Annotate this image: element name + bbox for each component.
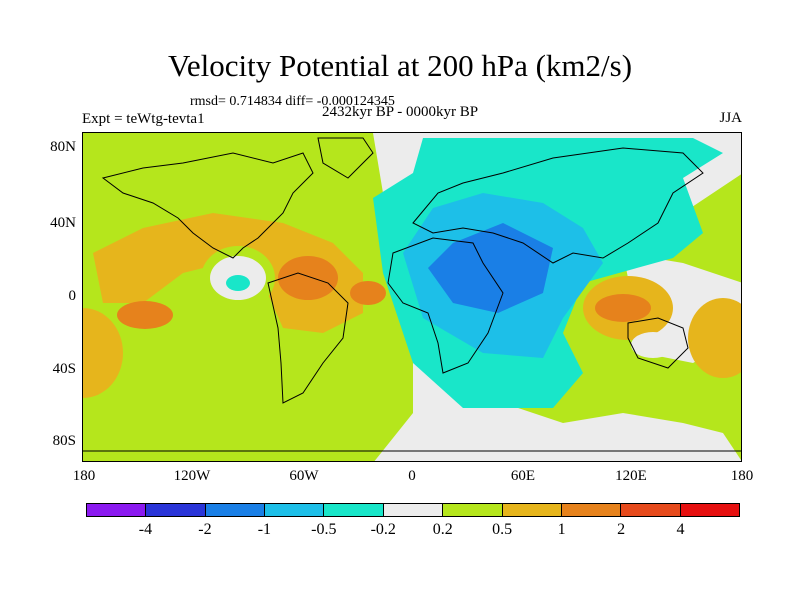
coast-south-america	[267, 272, 349, 404]
colorbar-label: 1	[557, 521, 566, 538]
lon-label-120e: 120E	[615, 468, 647, 484]
australia-zero-region	[631, 332, 675, 358]
coast-australia	[627, 317, 689, 369]
colorbar-label: 4	[676, 521, 685, 538]
map-panel	[82, 132, 742, 462]
colorbar-swatch	[87, 504, 147, 516]
lon-label-180w: 180	[72, 468, 96, 484]
colorbar-label: -0.5	[311, 521, 337, 538]
colorbar-swatch	[146, 504, 206, 516]
lon-label-0: 0	[408, 468, 416, 484]
colorbar	[86, 503, 740, 517]
colorbar-label: -1	[257, 521, 272, 538]
colorbar-label: -2	[198, 521, 212, 538]
lat-label-eq: 0	[68, 288, 77, 304]
positive-region-indonesia	[595, 294, 651, 322]
colorbar-swatch	[443, 504, 503, 516]
lat-label-80n: 80N	[50, 139, 76, 155]
plot-title: Velocity Potential at 200 hPa (km2/s)	[167, 48, 633, 83]
coast-greenland	[317, 137, 374, 179]
positive-region-south-pacific	[83, 308, 123, 398]
stats-text: rmsd= 0.714834 diff= -0.000124345	[190, 94, 395, 109]
coast-eurasia	[412, 147, 704, 264]
positive-region-atlantic	[278, 256, 338, 300]
coastlines	[83, 137, 741, 452]
central-america-ring-core	[226, 275, 250, 291]
lat-label-40s: 40S	[52, 361, 76, 377]
positive-region-pacific-west	[117, 301, 173, 329]
colorbar-swatch	[680, 504, 739, 516]
colorbar-swatch	[502, 504, 562, 516]
positive-region-east-pacific	[93, 213, 363, 333]
experiment-text: Expt = teWtg-tevta1	[82, 111, 205, 127]
zero-contour-region-south	[374, 313, 741, 461]
lat-label-40n: 40N	[50, 215, 76, 231]
colorbar-label: 2	[617, 521, 626, 538]
coast-north-america	[101, 152, 314, 259]
negative-region-core	[428, 223, 553, 313]
lat-label-80s: 80S	[52, 433, 76, 449]
lon-label-60w: 60W	[289, 468, 319, 484]
lon-label-180e: 180	[730, 468, 754, 484]
colorbar-swatch	[621, 504, 681, 516]
colorbar-swatch	[383, 504, 444, 516]
colorbar-label: 0.2	[432, 521, 453, 538]
velocity-potential-map	[83, 133, 741, 461]
colorbar-swatch	[205, 504, 266, 516]
colorbar-swatch	[561, 504, 622, 516]
colorbar-swatch	[265, 504, 325, 516]
colorbar-label: 0.5	[492, 521, 513, 538]
colorbar-label: -0.2	[370, 521, 396, 538]
positive-region-south-indian	[688, 298, 741, 378]
coast-africa	[387, 237, 504, 374]
season-text: JJA	[719, 110, 742, 126]
colorbar-swatch	[324, 504, 384, 516]
lon-label-60e: 60E	[510, 468, 536, 484]
positive-region-west-atlantic	[350, 281, 386, 305]
period-text: 2432kyr BP - 0000kyr BP	[322, 104, 479, 120]
colorbar-label: -4	[138, 521, 153, 538]
lon-label-120w: 120W	[173, 468, 211, 484]
